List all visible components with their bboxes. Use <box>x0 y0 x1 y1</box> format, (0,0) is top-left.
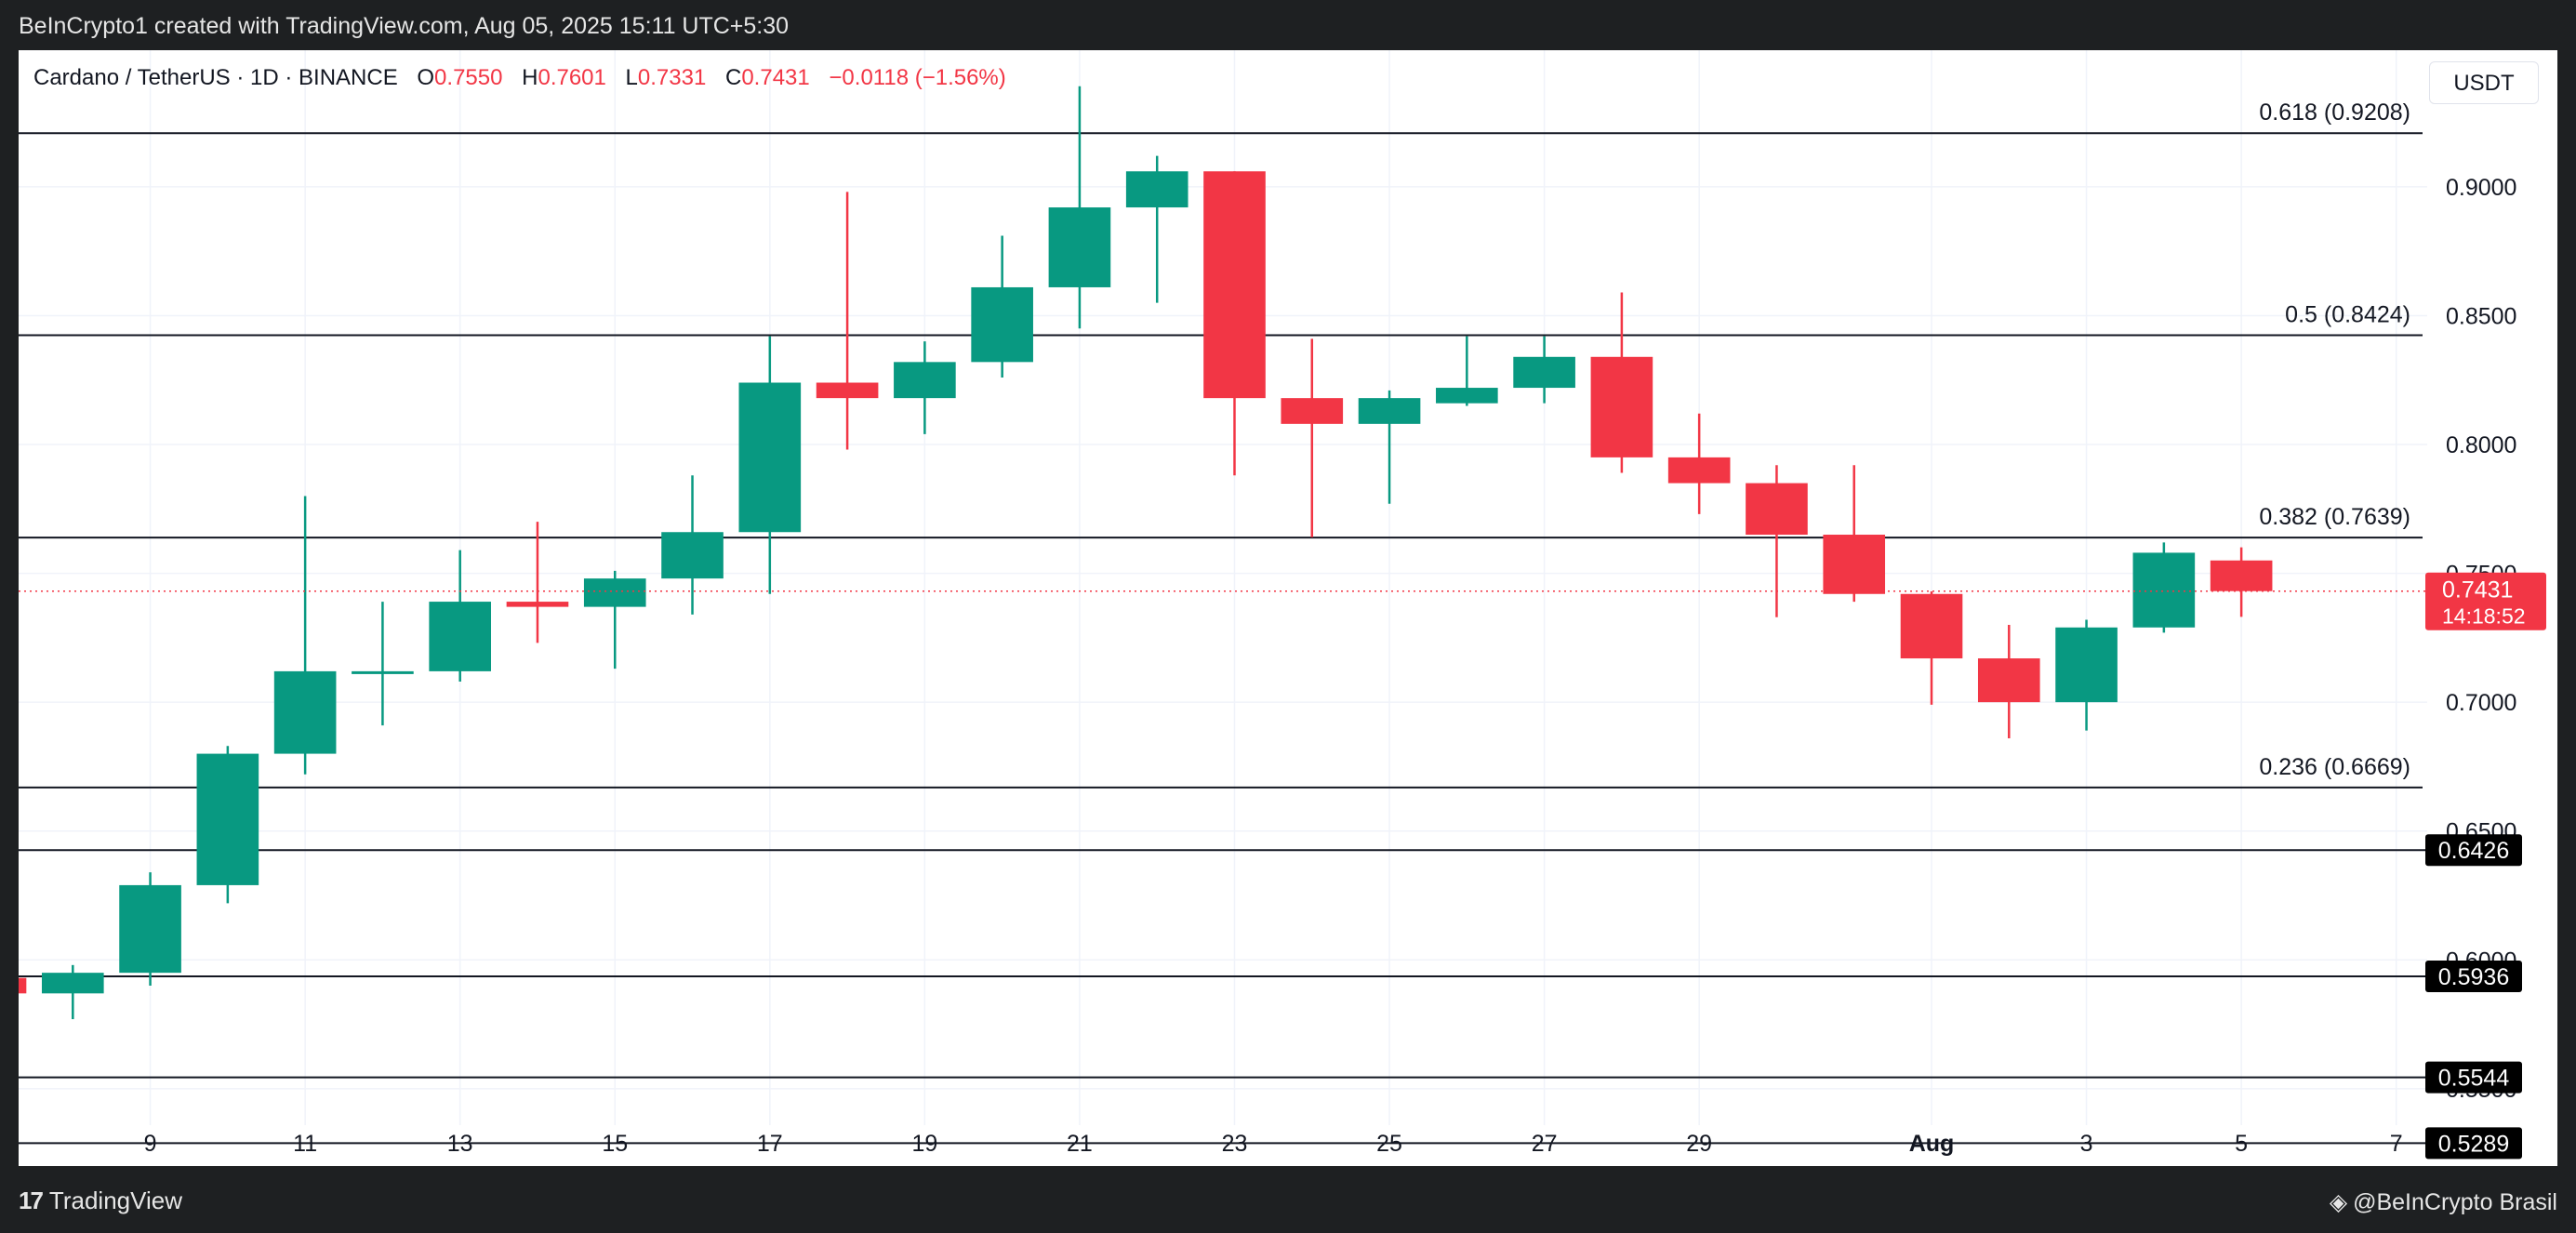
tradingview-logo-icon: 17 <box>19 1187 44 1214</box>
candle-body <box>41 973 104 994</box>
y-tick-label: 0.9000 <box>2446 175 2516 201</box>
support-level-label: 0.6426 <box>2438 838 2509 864</box>
candle-body <box>738 382 802 533</box>
candle-body <box>1513 356 1575 389</box>
publish-info: BeInCrypto1 created with TradingView.com… <box>19 13 790 39</box>
y-tick-label: 0.7000 <box>2446 690 2516 716</box>
support-level-tag <box>2425 834 2522 867</box>
levels: 0.618 (0.9208) 0.5 (0.8424) 0.382 (0.7639)… <box>19 99 2522 1160</box>
low-label: L <box>625 65 638 90</box>
bottom-bar: 17 TradingView ◈ @BeInCrypto Brasil <box>0 1166 2576 1233</box>
support-level-tag <box>2425 961 2522 993</box>
candle-body <box>19 977 27 994</box>
change-value: −0.0118 (−1.56%) <box>829 65 1006 90</box>
candlestick-chart[interactable]: 0.90000.85000.80000.75000.70000.65000.60… <box>19 50 2557 1166</box>
symbol-name[interactable]: Cardano / TetherUS · 1D · BINANCE <box>33 65 398 90</box>
candle-body <box>661 532 724 579</box>
candle-body <box>506 602 569 607</box>
y-tick-label: 0.8000 <box>2446 432 2516 458</box>
candle-body <box>2055 627 2118 703</box>
candle-body <box>1590 356 1653 457</box>
fib-level-label: 0.236 (0.6669) <box>2259 754 2410 780</box>
top-bar: BeInCrypto1 created with TradingView.com… <box>0 0 2576 50</box>
open-label: O <box>417 65 435 90</box>
fib-level-label: 0.382 (0.7639) <box>2259 504 2410 530</box>
support-level-label: 0.5936 <box>2438 964 2509 990</box>
candle-body <box>583 578 646 607</box>
tradingview-logo[interactable]: 17 TradingView <box>19 1187 182 1215</box>
candle-body <box>429 602 492 671</box>
credit-text: @BeInCrypto Brasil <box>2353 1189 2557 1215</box>
credit: ◈ @BeInCrypto Brasil <box>2330 1188 2557 1216</box>
y-tick-label: 0.8500 <box>2446 303 2516 329</box>
candle-body <box>273 670 337 754</box>
candle-body <box>1203 171 1266 399</box>
support-level-tag <box>2425 1127 2522 1160</box>
candle-body <box>196 753 259 885</box>
support-level-label: 0.5544 <box>2438 1066 2510 1092</box>
candle-body <box>1900 593 1963 659</box>
candle-body <box>971 286 1033 363</box>
tradingview-logo-text: TradingView <box>48 1187 182 1214</box>
support-level-label: 0.5289 <box>2438 1131 2509 1157</box>
candle-body <box>1977 658 2040 703</box>
candle-body <box>1125 171 1188 208</box>
fib-level-label: 0.5 (0.8424) <box>2285 302 2410 328</box>
close-label: C <box>724 65 742 90</box>
candle-body <box>2132 552 2196 628</box>
candle-body <box>1667 457 1731 484</box>
candle-body <box>2210 560 2273 591</box>
close-value: 0.7431 <box>741 65 810 90</box>
candle-body <box>1358 398 1421 424</box>
candle-body <box>119 884 181 974</box>
candle-body <box>1281 398 1344 424</box>
candle-body <box>1823 535 1886 594</box>
candle-body <box>1436 388 1498 404</box>
ohlc-legend: Cardano / TetherUS · 1D · BINANCE O0.755… <box>33 65 1006 91</box>
candle-body <box>816 382 879 399</box>
high-label: H <box>522 65 538 90</box>
candles <box>19 86 2273 1020</box>
last-price-label: 0.7431 <box>2442 577 2513 603</box>
diamond-icon: ◈ <box>2329 1189 2348 1215</box>
candle-body <box>1048 207 1111 287</box>
open-value: 0.7550 <box>434 65 503 90</box>
candle-body <box>1746 483 1808 536</box>
fib-level-label: 0.618 (0.9208) <box>2259 99 2410 126</box>
last-price-tag <box>2425 572 2546 630</box>
bar-countdown-label: 14:18:52 <box>2442 604 2526 629</box>
candle-body <box>894 362 956 399</box>
currency-button[interactable]: USDT <box>2429 61 2539 104</box>
low-value: 0.7331 <box>637 65 707 90</box>
high-value: 0.7601 <box>538 65 606 90</box>
chart-area[interactable]: 0.90000.85000.80000.75000.70000.65000.60… <box>19 50 2557 1166</box>
support-level-tag <box>2425 1061 2522 1094</box>
candle-body <box>352 670 414 674</box>
